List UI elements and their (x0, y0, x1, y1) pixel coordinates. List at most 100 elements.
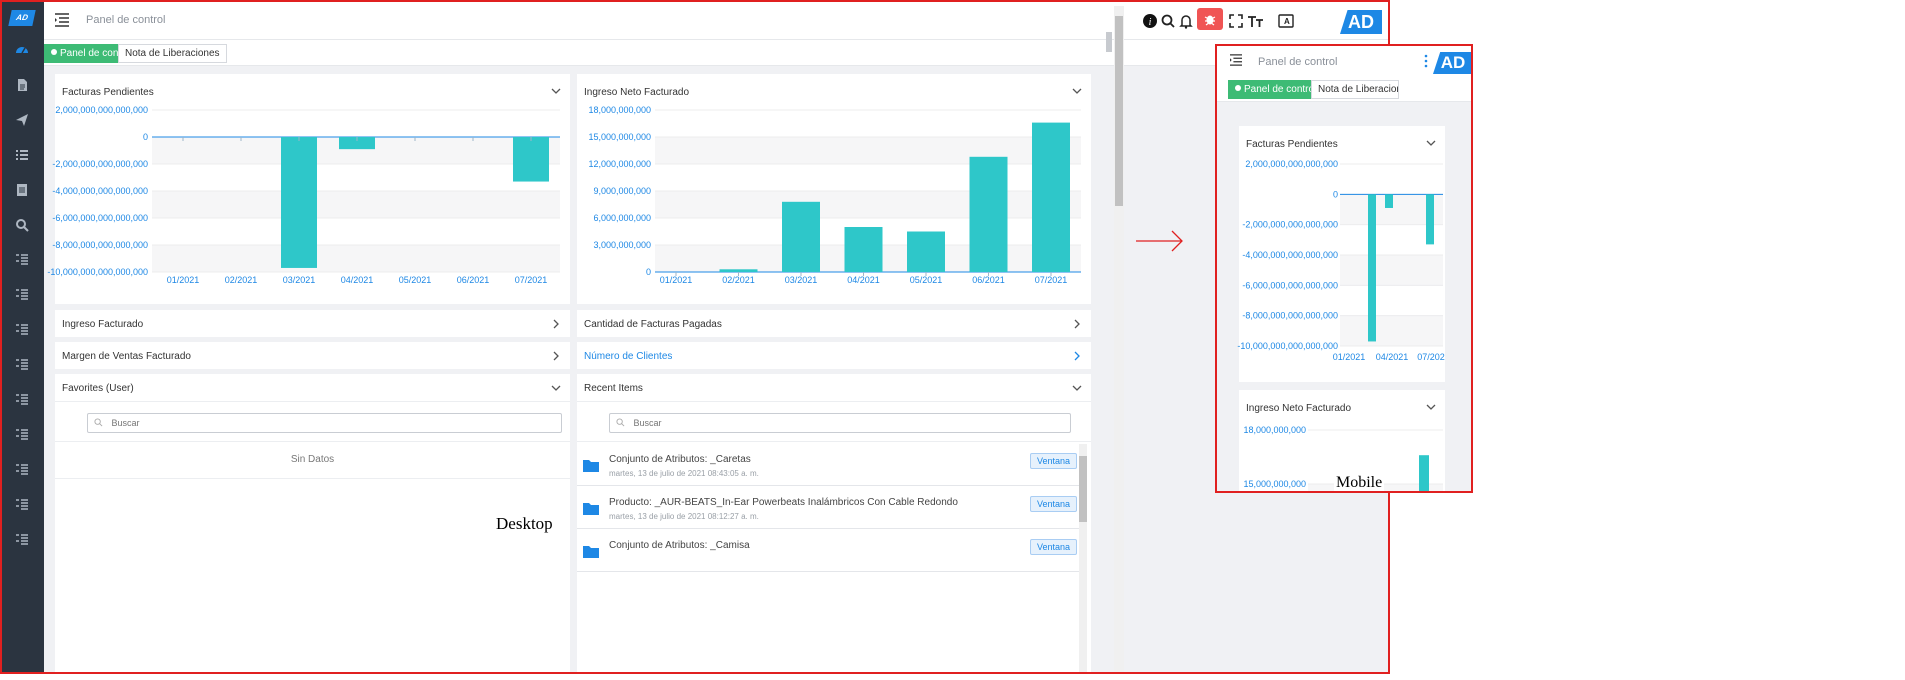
text-size-icon[interactable] (1247, 12, 1265, 30)
card-numero-clientes[interactable]: Número de Clientes (577, 342, 1091, 369)
list-item[interactable]: Conjunto de Atributos: _Caretas martes, … (577, 444, 1083, 486)
list-item-title: Producto: _AUR-BEATS_In-Ear Powerbeats I… (609, 497, 958, 508)
more-vertical-icon[interactable] (1423, 54, 1429, 68)
bug-report-button[interactable] (1197, 8, 1223, 30)
tab-scrollbar[interactable] (1106, 32, 1112, 52)
send-icon[interactable] (14, 112, 30, 128)
y-tick-label: -4,000,000,000,000,000 (1242, 250, 1338, 260)
chevron-down-icon[interactable] (550, 382, 562, 394)
page-title: Panel de control (1258, 56, 1338, 68)
card-favorites: Favorites (User) Sin Datos (55, 374, 570, 672)
tab-label: Nota de Liberaciones (1318, 84, 1398, 95)
x-tick-label: 05/2021 (910, 275, 943, 285)
avatar[interactable]: AD (1340, 10, 1382, 34)
menu-list-icon[interactable] (14, 532, 30, 548)
y-tick-label: 0 (143, 132, 148, 142)
arrow-right-icon (1136, 230, 1183, 252)
chevron-down-icon[interactable] (550, 85, 562, 97)
x-tick-label: 02/2021 (722, 275, 755, 285)
x-tick-label: 07/2021 (515, 275, 548, 285)
y-tick-label: -4,000,000,000,000,000 (52, 186, 148, 196)
recent-search-input[interactable] (609, 413, 1071, 433)
card-recent-items: Recent Items Conjunto de Atributos: _Car… (577, 374, 1091, 672)
top-bar: Panel de control i A AD (44, 2, 1388, 40)
x-tick-label: 03/2021 (785, 275, 818, 285)
chevron-right-icon[interactable] (1071, 350, 1083, 362)
chart-facturas-pendientes: 2,000,000,000,000,000 0 -2,000,000,000,000… (1237, 159, 1444, 362)
menu-list-icon[interactable] (14, 427, 30, 443)
avatar[interactable]: AD (1433, 52, 1471, 74)
y-tick-label: 18,000,000,000 (588, 105, 651, 115)
favorites-search-input[interactable] (87, 413, 562, 433)
info-icon[interactable]: i (1141, 12, 1159, 30)
chevron-down-icon[interactable] (1425, 401, 1437, 413)
page-scrollbar[interactable] (1114, 6, 1124, 672)
y-tick-label: 12,000,000,000 (588, 159, 651, 169)
card-margen-ventas-facturado[interactable]: Margen de Ventas Facturado (55, 342, 570, 369)
window-badge[interactable]: Ventana (1029, 453, 1077, 469)
x-tick-label: 04/2021 (847, 275, 880, 285)
menu-list-icon[interactable] (14, 357, 30, 373)
y-tick-label: 2,000,000,000,000,000 (1245, 159, 1338, 169)
list-item[interactable]: Conjunto de Atributos: _Camisa Ventana (577, 530, 1083, 572)
y-tick-label: -8,000,000,000,000,000 (52, 240, 148, 250)
chevron-right-icon[interactable] (550, 318, 562, 330)
document-icon[interactable] (14, 77, 30, 93)
card-title: Favorites (User) (62, 383, 134, 394)
y-tick-label: 2,000,000,000,000,000 (55, 105, 148, 115)
fullscreen-icon[interactable] (1227, 12, 1245, 30)
svg-text:A: A (1284, 17, 1290, 26)
recent-scrollbar[interactable] (1079, 444, 1087, 672)
chevron-down-icon[interactable] (1071, 85, 1083, 97)
tab-panel-de-control[interactable]: Panel de control (44, 44, 140, 63)
mobile-frame: Panel de control AD Panel de control Not… (1215, 44, 1473, 493)
list-icon[interactable] (14, 147, 30, 163)
svg-text:i: i (1149, 17, 1152, 28)
menu-toggle-icon[interactable] (1229, 54, 1243, 66)
recent-search-field[interactable] (633, 418, 997, 428)
bar (969, 156, 1008, 272)
y-tick-label: -10,000,000,000,000,000 (47, 267, 148, 277)
page-scrollbar-thumb[interactable] (1115, 16, 1123, 206)
menu-list-icon[interactable] (14, 287, 30, 303)
card-title: Facturas Pendientes (62, 87, 154, 98)
tab-panel-de-control[interactable]: Panel de control (1228, 80, 1324, 99)
x-tick-label: 05/2021 (399, 275, 432, 285)
favorites-search-field[interactable] (111, 418, 486, 428)
menu-list-icon[interactable] (14, 497, 30, 513)
grid-band (152, 245, 560, 272)
chevron-right-icon[interactable] (550, 350, 562, 362)
translate-icon[interactable]: A (1277, 12, 1295, 30)
window-badge[interactable]: Ventana (1029, 496, 1077, 512)
menu-toggle-icon[interactable] (54, 13, 70, 27)
chevron-right-icon[interactable] (1071, 318, 1083, 330)
bar (844, 227, 883, 272)
bell-icon[interactable] (1177, 12, 1195, 30)
mobile-top-bar: Panel de control AD (1217, 46, 1471, 76)
list-item[interactable]: Producto: _AUR-BEATS_In-Ear Powerbeats I… (577, 487, 1083, 529)
bar (1032, 122, 1070, 272)
report-icon[interactable] (14, 182, 30, 198)
tab-nota-de-liberaciones[interactable]: Nota de Liberaciones (118, 44, 227, 63)
x-tick-label: 04/2021 (1376, 352, 1409, 362)
chevron-down-icon[interactable] (1425, 137, 1437, 149)
dashboard-icon[interactable] (14, 42, 30, 58)
app-logo[interactable]: AD (8, 10, 36, 26)
grid-band (1340, 315, 1443, 346)
chevron-down-icon[interactable] (1071, 382, 1083, 394)
tab-nota-de-liberaciones[interactable]: Nota de Liberaciones (1311, 80, 1399, 99)
recent-scrollbar-thumb[interactable] (1079, 456, 1087, 522)
menu-list-icon[interactable] (14, 252, 30, 268)
card-ingreso-facturado[interactable]: Ingreso Facturado (55, 310, 570, 337)
search-icon[interactable] (14, 217, 30, 233)
search-icon[interactable] (1159, 12, 1177, 30)
menu-list-icon[interactable] (14, 322, 30, 338)
window-badge[interactable]: Ventana (1029, 539, 1077, 555)
x-tick-label: 07/2021 (1035, 275, 1068, 285)
card-title: Recent Items (584, 383, 643, 394)
card-cantidad-facturas-pagadas[interactable]: Cantidad de Facturas Pagadas (577, 310, 1091, 337)
menu-list-icon[interactable] (14, 392, 30, 408)
card-title[interactable]: Número de Clientes (584, 351, 673, 362)
menu-list-icon[interactable] (14, 462, 30, 478)
bar (1385, 194, 1393, 208)
